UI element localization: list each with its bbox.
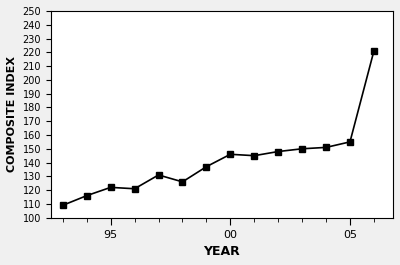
Y-axis label: COMPOSITE INDEX: COMPOSITE INDEX xyxy=(7,56,17,172)
X-axis label: YEAR: YEAR xyxy=(204,245,240,258)
